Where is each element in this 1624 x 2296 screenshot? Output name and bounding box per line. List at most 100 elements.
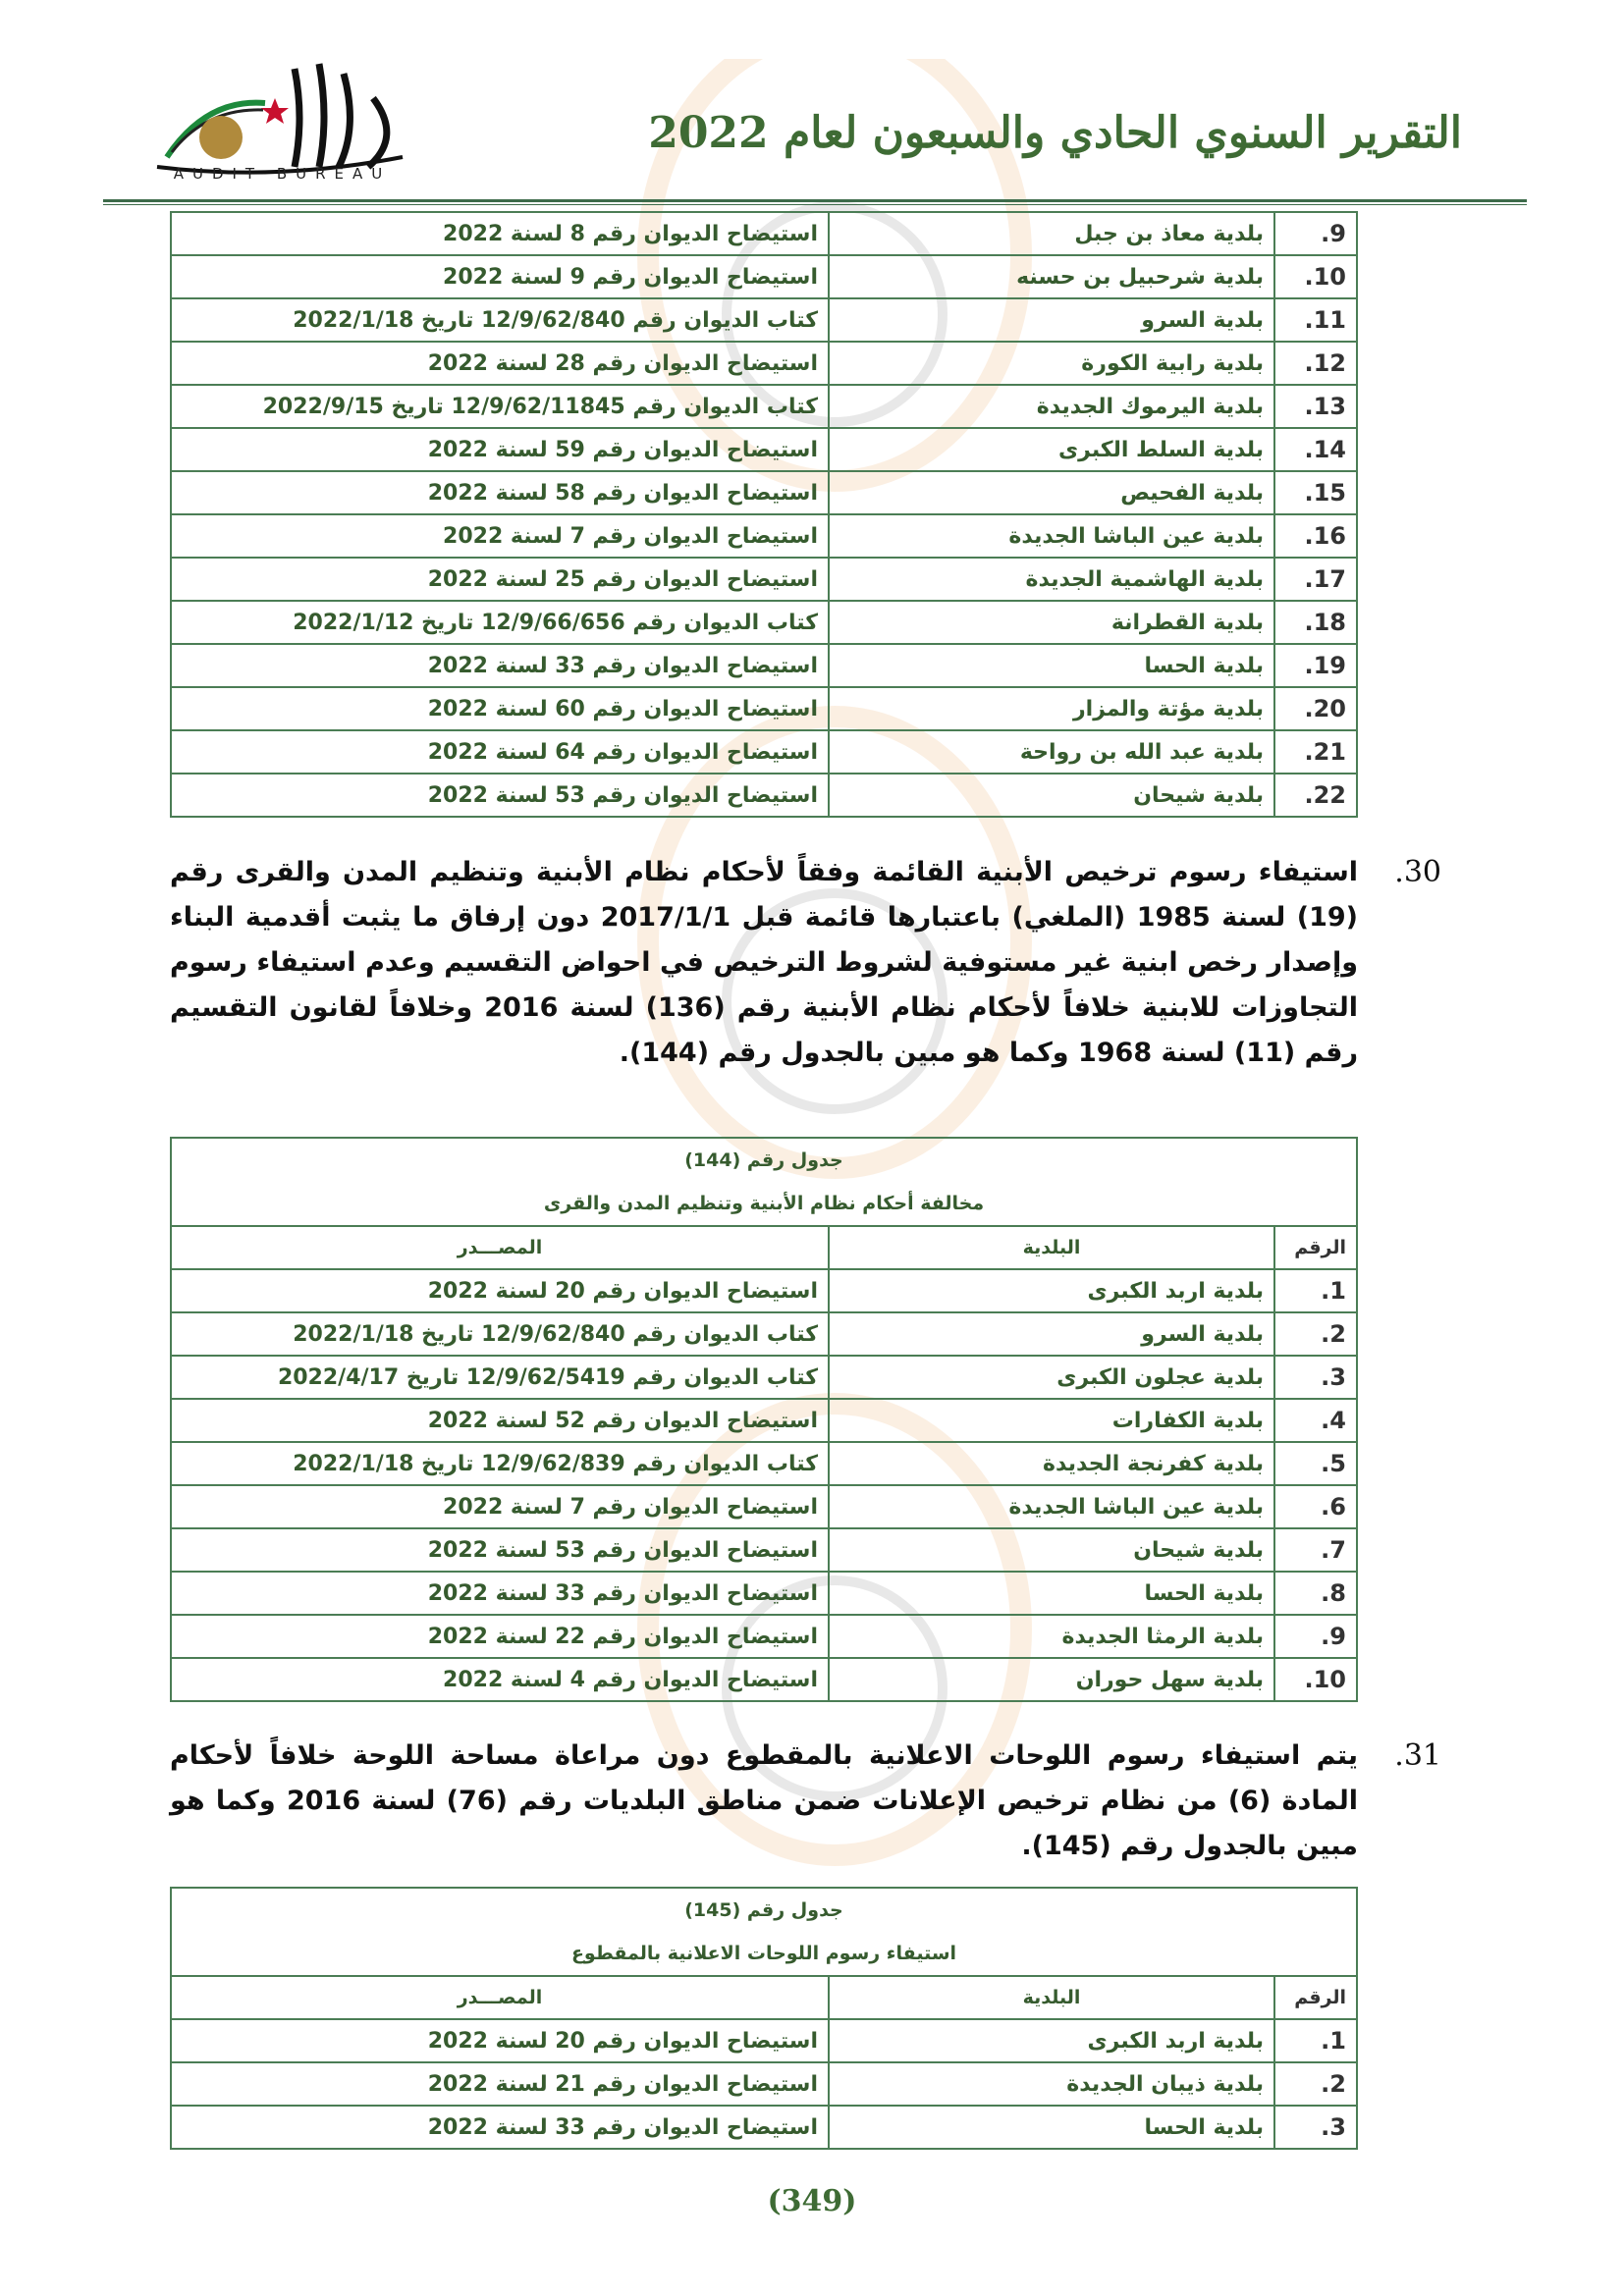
report-title: التقرير السنوي الحادي والسبعون لعام 2022 xyxy=(648,108,1462,158)
table-caption: جدول رقم (144) xyxy=(170,1137,1358,1182)
table-row: 20. بلدية مؤتة والمزار استيضاح الديوان رقم… xyxy=(170,686,1358,731)
municipality-cell: بلدية كفرنجة الجديدة xyxy=(828,1441,1275,1486)
table-header-row: الرقم البلدية المصـــدر xyxy=(170,1225,1358,1270)
source-cell: استيضاح الديوان رقم 8 لسنة 2022 xyxy=(170,211,830,256)
row-number: 1. xyxy=(1273,2018,1358,2063)
header-divider-thin xyxy=(103,204,1527,205)
municipality-cell: بلدية القطرانة xyxy=(828,600,1275,645)
column-header-source: المصـــدر xyxy=(170,1975,830,2020)
paragraph-31: 31. يتم استيفاء رسوم اللوحات الاعلانية ب… xyxy=(170,1734,1441,1869)
row-number: 2. xyxy=(1273,1311,1358,1357)
table-row: 2. بلدية ذيبان الجديدة استيضاح الديوان رقم… xyxy=(170,2061,1358,2107)
table-row: 7. بلدية شيحان استيضاح الديوان رقم 53 لسنة… xyxy=(170,1527,1358,1573)
table-caption: جدول رقم (145) xyxy=(170,1887,1358,1932)
column-header-source: المصـــدر xyxy=(170,1225,830,1270)
table-row: 10. بلدية سهل حوران استيضاح الديوان رقم 4 … xyxy=(170,1657,1358,1702)
row-number: 17. xyxy=(1273,557,1358,602)
table-caption-row: جدول رقم (145) xyxy=(170,1887,1358,1932)
paragraph-text: استيفاء رسوم ترخيص الأبنية القائمة وفقاً… xyxy=(170,857,1358,1068)
row-number: 9. xyxy=(1273,211,1358,256)
row-number: 7. xyxy=(1273,1527,1358,1573)
source-cell: استيضاح الديوان رقم 25 لسنة 2022 xyxy=(170,557,830,602)
row-number: 1. xyxy=(1273,1268,1358,1313)
municipality-cell: بلدية اليرموك الجديدة xyxy=(828,384,1275,429)
municipality-cell: بلدية اربد الكبرى xyxy=(828,1268,1275,1313)
source-cell: استيضاح الديوان رقم 20 لسنة 2022 xyxy=(170,2018,830,2063)
table-144: جدول رقم (144) مخالفة أحكام نظام الأبنية … xyxy=(170,1137,1358,1702)
table-row: 1. بلدية اربد الكبرى استيضاح الديوان رقم 2… xyxy=(170,2018,1358,2063)
source-cell: استيضاح الديوان رقم 33 لسنة 2022 xyxy=(170,643,830,688)
source-cell: استيضاح الديوان رقم 53 لسنة 2022 xyxy=(170,773,830,818)
municipality-cell: بلدية الحسا xyxy=(828,643,1275,688)
source-cell: كتاب الديوان رقم 12/9/62/5419 تاريخ 2022… xyxy=(170,1355,830,1400)
table-continued: 9. بلدية معاذ بن جبل استيضاح الديوان رقم 8… xyxy=(170,211,1358,818)
table-145: جدول رقم (145) استيفاء رسوم اللوحات الاعل… xyxy=(170,1887,1358,2150)
source-cell: استيضاح الديوان رقم 33 لسنة 2022 xyxy=(170,2105,830,2150)
table-row: 9. بلدية معاذ بن جبل استيضاح الديوان رقم 8… xyxy=(170,211,1358,256)
row-number: 10. xyxy=(1273,1657,1358,1702)
paragraph-number: 31. xyxy=(1394,1738,1441,1773)
table-row: 14. بلدية السلط الكبرى استيضاح الديوان رقم… xyxy=(170,427,1358,472)
column-header-municipality: البلدية xyxy=(828,1975,1275,2020)
municipality-cell: بلدية الحسا xyxy=(828,2105,1275,2150)
source-cell: استيضاح الديوان رقم 53 لسنة 2022 xyxy=(170,1527,830,1573)
paragraph-number: 30. xyxy=(1394,855,1441,889)
row-number: 4. xyxy=(1273,1398,1358,1443)
source-cell: كتاب الديوان رقم 12/9/62/11845 تاريخ 202… xyxy=(170,384,830,429)
table-row: 5. بلدية كفرنجة الجديدة كتاب الديوان رقم 1… xyxy=(170,1441,1358,1486)
row-number: 6. xyxy=(1273,1484,1358,1529)
source-cell: استيضاح الديوان رقم 20 لسنة 2022 xyxy=(170,1268,830,1313)
table-header-row: الرقم البلدية المصـــدر xyxy=(170,1975,1358,2020)
table-row: 11. بلدية السرو كتاب الديوان رقم 12/9/62/8… xyxy=(170,297,1358,343)
column-header-number: الرقم xyxy=(1273,1975,1358,2020)
source-cell: استيضاح الديوان رقم 60 لسنة 2022 xyxy=(170,686,830,731)
municipality-cell: بلدية الكفارات xyxy=(828,1398,1275,1443)
source-cell: كتاب الديوان رقم 12/9/62/839 تاريخ 2022/… xyxy=(170,1441,830,1486)
municipality-cell: بلدية الرمثا الجديدة xyxy=(828,1614,1275,1659)
logo-subtitle: AUDIT BUREAU xyxy=(173,165,392,183)
row-number: 12. xyxy=(1273,341,1358,386)
table-subtitle-row: استيفاء رسوم اللوحات الاعلانية بالمقطوع xyxy=(170,1932,1358,1977)
table-subtitle: استيفاء رسوم اللوحات الاعلانية بالمقطوع xyxy=(170,1932,1358,1977)
source-cell: استيضاح الديوان رقم 59 لسنة 2022 xyxy=(170,427,830,472)
column-header-number: الرقم xyxy=(1273,1225,1358,1270)
source-cell: استيضاح الديوان رقم 33 لسنة 2022 xyxy=(170,1571,830,1616)
table-row: 1. بلدية اربد الكبرى استيضاح الديوان رقم 2… xyxy=(170,1268,1358,1313)
row-number: 22. xyxy=(1273,773,1358,818)
page-header: AUDIT BUREAU التقرير السنوي الحادي والسب… xyxy=(0,0,1624,206)
table-row: 12. بلدية رابية الكورة استيضاح الديوان رقم… xyxy=(170,341,1358,386)
municipality-cell: بلدية السلط الكبرى xyxy=(828,427,1275,472)
table-row: 18. بلدية القطرانة كتاب الديوان رقم 12/9/6… xyxy=(170,600,1358,645)
source-cell: كتاب الديوان رقم 12/9/62/840 تاريخ 2022/… xyxy=(170,297,830,343)
row-number: 13. xyxy=(1273,384,1358,429)
table-subtitle-row: مخالفة أحكام نظام الأبنية وتنظيم المدن و… xyxy=(170,1182,1358,1227)
table-row: 22. بلدية شيحان استيضاح الديوان رقم 53 لسن… xyxy=(170,773,1358,818)
header-divider xyxy=(103,199,1527,202)
source-cell: استيضاح الديوان رقم 9 لسنة 2022 xyxy=(170,254,830,299)
row-number: 21. xyxy=(1273,729,1358,774)
table-row: 4. بلدية الكفارات استيضاح الديوان رقم 52 ل… xyxy=(170,1398,1358,1443)
municipality-cell: بلدية الهاشمية الجديدة xyxy=(828,557,1275,602)
source-cell: استيضاح الديوان رقم 7 لسنة 2022 xyxy=(170,1484,830,1529)
source-cell: استيضاح الديوان رقم 22 لسنة 2022 xyxy=(170,1614,830,1659)
municipality-cell: بلدية اربد الكبرى xyxy=(828,2018,1275,2063)
municipality-cell: بلدية مؤتة والمزار xyxy=(828,686,1275,731)
source-cell: استيضاح الديوان رقم 52 لسنة 2022 xyxy=(170,1398,830,1443)
municipality-cell: بلدية عين الباشا الجديدة xyxy=(828,513,1275,559)
paragraph-30: 30. استيفاء رسوم ترخيص الأبنية القائمة و… xyxy=(170,850,1441,1076)
municipality-cell: بلدية سهل حوران xyxy=(828,1657,1275,1702)
municipality-cell: بلدية معاذ بن جبل xyxy=(828,211,1275,256)
source-cell: استيضاح الديوان رقم 64 لسنة 2022 xyxy=(170,729,830,774)
table-row: 8. بلدية الحسا استيضاح الديوان رقم 33 لسنة… xyxy=(170,1571,1358,1616)
audit-bureau-logo xyxy=(156,63,404,175)
table-row: 19. بلدية الحسا استيضاح الديوان رقم 33 لسن… xyxy=(170,643,1358,688)
municipality-cell: بلدية عين الباشا الجديدة xyxy=(828,1484,1275,1529)
table-row: 10. بلدية شرحبيل بن حسنه استيضاح الديوان ر… xyxy=(170,254,1358,299)
table-subtitle: مخالفة أحكام نظام الأبنية وتنظيم المدن و… xyxy=(170,1182,1358,1227)
source-cell: استيضاح الديوان رقم 7 لسنة 2022 xyxy=(170,513,830,559)
table-row: 21. بلدية عبد الله بن رواحة استيضاح الديوا… xyxy=(170,729,1358,774)
row-number: 20. xyxy=(1273,686,1358,731)
row-number: 15. xyxy=(1273,470,1358,515)
row-number: 14. xyxy=(1273,427,1358,472)
source-cell: استيضاح الديوان رقم 58 لسنة 2022 xyxy=(170,470,830,515)
